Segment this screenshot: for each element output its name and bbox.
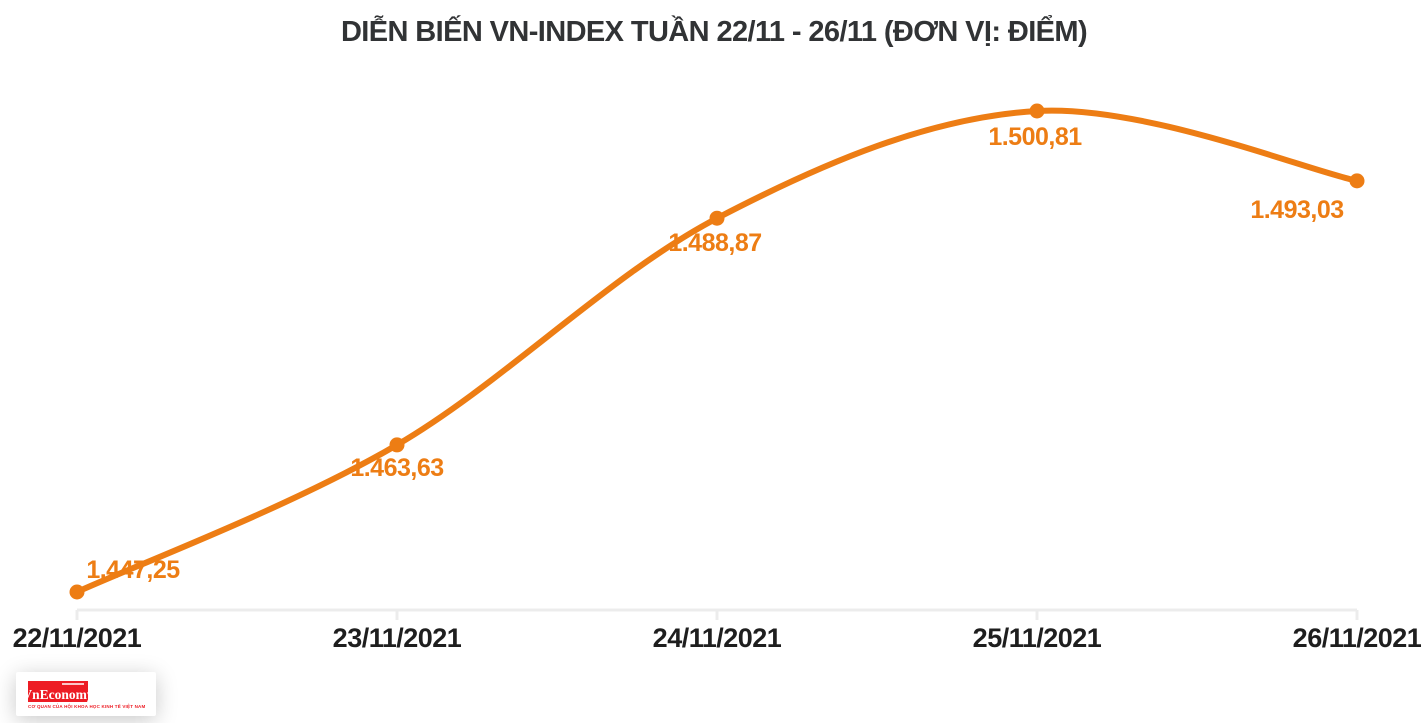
x-axis-label: 24/11/2021	[653, 623, 782, 653]
logo-text: VnEconomy	[22, 686, 94, 702]
vneconomy-logo: VnEconomy	[22, 681, 94, 702]
x-axis-label: 22/11/2021	[13, 623, 142, 653]
vn-index-line	[74, 107, 1360, 595]
logo-tagline: CƠ QUAN CỦA HỘI KHOA HỌC KINH TẾ VIỆT NA…	[28, 704, 146, 709]
point-label: 1.488,87	[668, 229, 761, 257]
chart-title: DIỄN BIẾN VN-INDEX TUẦN 22/11 - 26/11 (Đ…	[340, 16, 1088, 48]
x-axis-label: 26/11/2021	[1293, 623, 1422, 653]
data-point-dot	[709, 210, 725, 226]
data-point-dot	[69, 584, 85, 600]
data-point-dot	[1349, 173, 1365, 189]
x-axis-label: 25/11/2021	[973, 623, 1102, 653]
point-label: 1.447,25	[86, 556, 180, 584]
point-label: 1.500,81	[988, 123, 1082, 151]
data-point-dot	[1029, 103, 1045, 119]
x-axis-label: 23/11/2021	[333, 623, 462, 653]
logo-smallprint	[62, 683, 84, 685]
point-label: 1.463,63	[350, 454, 443, 482]
point-label: 1.493,03	[1250, 196, 1343, 224]
data-point-dot	[389, 437, 405, 453]
